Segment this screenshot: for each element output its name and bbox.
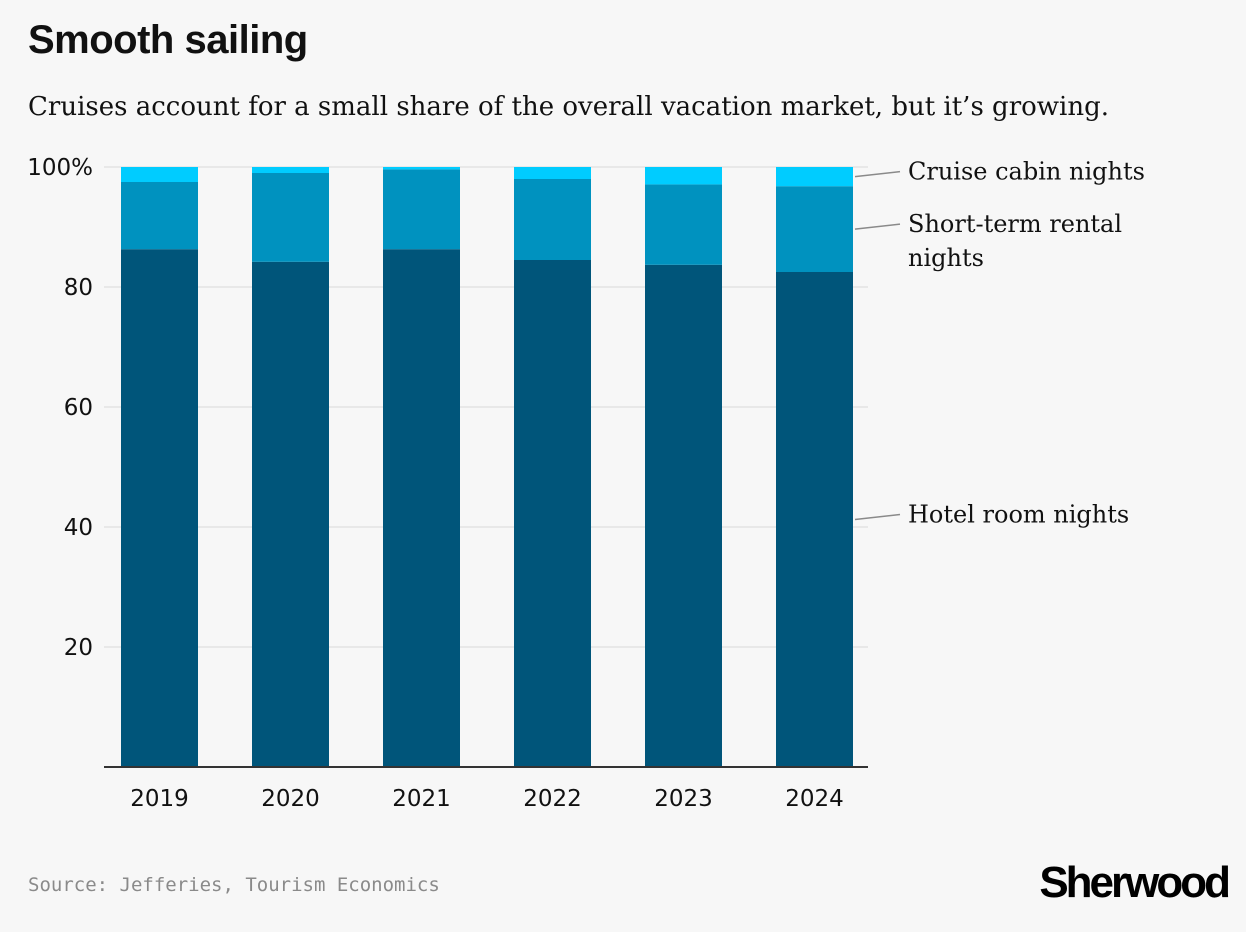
series-label: Cruise cabin nights [908, 158, 1145, 186]
bar-segment [121, 249, 198, 767]
y-tick-label: 80 [64, 275, 93, 301]
bars [121, 167, 853, 767]
y-tick-label: 20 [64, 635, 93, 661]
y-tick-label: 40 [64, 515, 93, 541]
leader-line [854, 513, 901, 521]
series-label: Hotel room nights [908, 501, 1129, 529]
bar-segment [514, 179, 591, 260]
bar-segment [383, 169, 460, 250]
bar-segment [645, 184, 722, 265]
bar-segment [121, 182, 198, 250]
x-tick-label: 2024 [785, 786, 844, 812]
series-label: Short-term rental nights [908, 210, 1122, 272]
x-tick-label: 2020 [261, 786, 320, 812]
x-tick-label: 2021 [392, 786, 451, 812]
bar-segment [645, 167, 722, 185]
x-tick-label: 2023 [654, 786, 713, 812]
bar-segment [383, 249, 460, 767]
bar-segment [645, 264, 722, 767]
source-note: Source: Jefferies, Tourism Economics [28, 874, 440, 896]
brand-logo: Sherwood [1039, 858, 1231, 907]
bar-segment [776, 167, 853, 187]
y-tick-label: 100% [27, 155, 93, 181]
bar-segment [514, 260, 591, 767]
x-tick-label: 2022 [523, 786, 582, 812]
chart-subtitle: Cruises account for a small share of the… [28, 92, 1110, 122]
chart-title: Smooth sailing [28, 18, 308, 62]
y-tick-label: 60 [64, 395, 93, 421]
x-axis: 2019 2020 2021 2022 2023 2024 [104, 766, 868, 812]
bar-segment [776, 186, 853, 272]
bar-segment [776, 272, 853, 767]
series-labels: Cruise cabin nights Short-term rental nigh… [854, 158, 1145, 529]
x-tick-label: 2019 [130, 786, 189, 812]
leader-line [854, 223, 901, 230]
leader-line [854, 170, 901, 178]
bar-segment [121, 167, 198, 182]
bar-segment [383, 167, 460, 170]
bar-segment [252, 167, 329, 173]
y-axis: 20 40 60 80 100% [27, 155, 93, 661]
bar-segment [252, 261, 329, 767]
bar-segment [252, 173, 329, 262]
gridlines [104, 166, 868, 648]
bar-segment [514, 167, 591, 179]
